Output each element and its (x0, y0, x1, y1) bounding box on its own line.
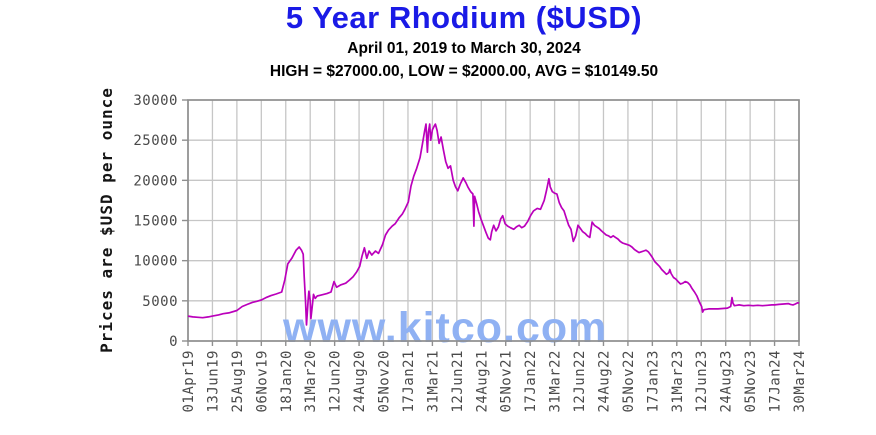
y-tick-label: 15000 (133, 214, 178, 230)
y-tick-label: 20000 (133, 173, 178, 189)
x-tick-label: 12Jun21 (450, 350, 466, 413)
y-axis-title: Prices are $USD per ounce (97, 87, 116, 353)
x-axis-labels: 01Apr19 13Jun19 25Aug19 06Nov19 18Jan20 31Mar… (181, 350, 808, 413)
x-tick-label: 31Mar23 (670, 350, 686, 413)
x-tick-label: 12Jun23 (694, 350, 710, 413)
x-tick-label: 24Aug22 (596, 350, 612, 413)
y-tick-label: 0 (169, 334, 178, 350)
x-tick-label: 31Mar22 (548, 350, 564, 413)
x-tick-label: 12Jun20 (328, 350, 344, 413)
chart-date-range: April 01, 2019 to March 30, 2024 (347, 40, 581, 57)
y-tick-label: 30000 (133, 93, 178, 109)
watermark: www.kitco.com (282, 304, 607, 352)
price-polyline (187, 123, 800, 326)
x-tick-label: 05Nov22 (621, 350, 637, 413)
x-tick-label: 30Mar24 (792, 350, 808, 413)
chart-header: 5 Year Rhodium ($USD) April 01, 2019 to … (56, 0, 872, 81)
x-tick-label: 17Jan21 (401, 350, 417, 413)
x-tick-label: 25Aug19 (230, 350, 246, 413)
x-tick-label: 31Mar20 (303, 350, 319, 413)
x-tick-label: 05Nov20 (377, 350, 393, 413)
x-tick-label: 05Nov21 (499, 350, 515, 413)
x-tick-label: 18Jan20 (279, 350, 295, 413)
x-tick-label: 17Jan22 (523, 350, 539, 413)
x-tick-label: 06Nov19 (254, 350, 270, 413)
x-tick-label: 24Aug20 (352, 350, 368, 413)
price-line (187, 123, 800, 326)
y-tick-label: 5000 (142, 294, 178, 310)
x-tick-label: 12Jun22 (572, 350, 588, 413)
y-tick-label: 10000 (133, 254, 178, 270)
x-tick-label: 24Aug21 (474, 350, 490, 413)
chart-stats: HIGH = $27000.00, LOW = $2000.00, AVG = … (269, 63, 659, 80)
x-tick-label: 31Mar21 (425, 350, 441, 413)
y-axis-labels: 0 5000 10000 15000 20000 25000 30000 (133, 93, 178, 350)
x-tick-label: 13Jun19 (205, 350, 221, 413)
x-tick-label: 17Jan24 (768, 350, 784, 413)
x-tick-label: 24Aug23 (719, 350, 735, 413)
y-tick-label: 25000 (133, 133, 178, 149)
x-tick-label: 05Nov23 (743, 350, 759, 413)
x-tick-label: 17Jan23 (645, 350, 661, 413)
x-tick-label: 01Apr19 (181, 350, 197, 413)
chart-title: 5 Year Rhodium ($USD) (285, 0, 643, 35)
plot-border (182, 99, 800, 346)
